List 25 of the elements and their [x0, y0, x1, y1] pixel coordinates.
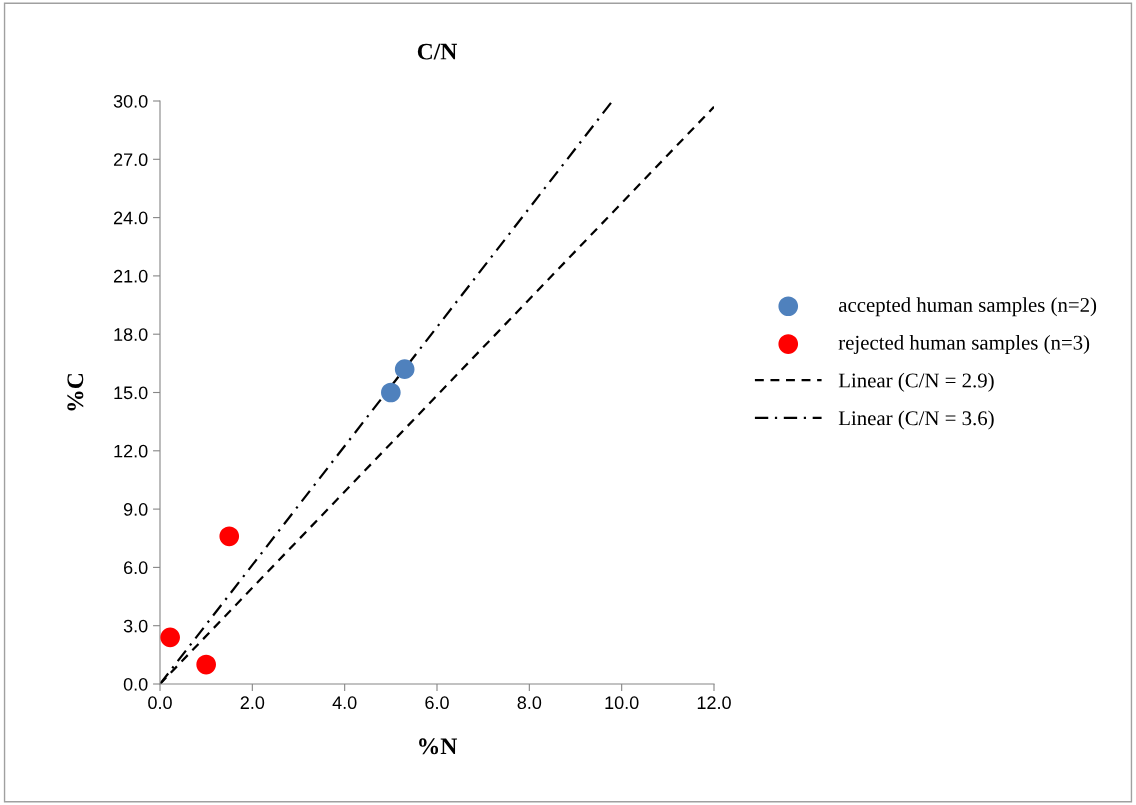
y-tick-label: 6.0	[124, 561, 148, 575]
x-tick-label: 4.0	[332, 696, 357, 710]
x-tick-label: 0.0	[148, 696, 172, 710]
y-tick-label: 18.0	[114, 328, 148, 341]
x-tick-label: 6.0	[425, 696, 449, 710]
legend-label: Linear (C/N = 3.6)	[838, 410, 994, 430]
y-tick-label: 27.0	[113, 153, 148, 167]
x-tick-label: 10.0	[605, 696, 639, 710]
x-tick-label: 8.0	[517, 696, 542, 710]
x-tick-label: 12.0	[697, 696, 731, 710]
x-tick-label: 2.0	[240, 696, 265, 710]
y-tick-label: 21.0	[113, 269, 148, 283]
y-tick-label: 24.0	[113, 211, 148, 225]
y-tick-label: 30.0	[113, 94, 148, 108]
y-axis-title: %C	[67, 373, 84, 411]
y-tick-label: 12.0	[114, 444, 148, 458]
x-axis-title: %N	[419, 738, 458, 755]
y-tick-label: 15.0	[114, 386, 148, 400]
chart-title: C/N	[417, 43, 458, 60]
y-tick-label: 3.0	[123, 619, 148, 633]
y-tick-label: 0.0	[123, 677, 148, 691]
legend-label: Linear (C/N = 2.9)	[838, 372, 994, 392]
legend-label: accepted human samples (n=2)	[838, 297, 1097, 317]
legend-label: rejected human samples (n=3)	[838, 335, 1090, 354]
y-tick-label: 9.0	[123, 503, 148, 516]
